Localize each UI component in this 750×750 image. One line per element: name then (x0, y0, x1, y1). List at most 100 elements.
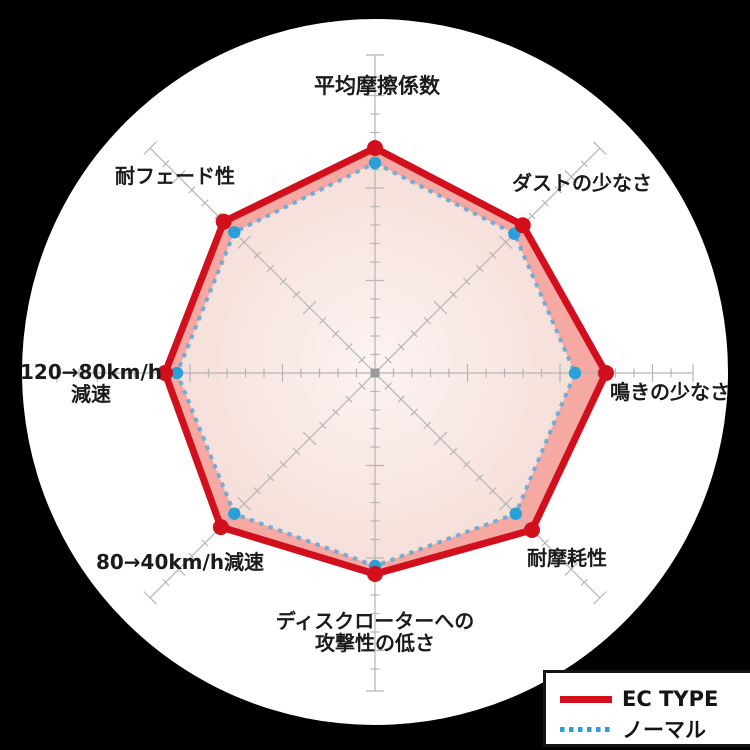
ec-vertex-dot (514, 217, 531, 234)
axis-tick (279, 460, 288, 469)
chart-layer (56, 54, 694, 692)
axis-tick (489, 487, 497, 495)
axis-label-text: 攻撃性の低さ (314, 631, 435, 655)
axis-label-80-40-deceleration: 80→40km/h減速 (96, 551, 264, 573)
normal-area (177, 163, 575, 566)
axis-tick (358, 356, 366, 364)
axis-tick (188, 186, 196, 194)
axis-tick (397, 395, 405, 403)
axis-tick (580, 160, 588, 168)
axis-tick (554, 186, 562, 194)
axis-tick (266, 264, 274, 272)
normal-vertex-dot (568, 366, 582, 380)
normal-vertex-dot (228, 226, 241, 239)
legend-swatch-ec-type-line (560, 695, 612, 703)
axis-end-tick (143, 591, 157, 605)
axis-label-text: ディスクローターへの (275, 609, 475, 633)
axis-label-text: ダストの少なさ (512, 171, 652, 195)
axis-tick (580, 578, 588, 586)
axis-tick (541, 199, 549, 207)
axis-tick (162, 160, 170, 168)
axis-label-mean-friction-coefficient: 平均摩擦係数 (314, 75, 440, 97)
axis-spoke (149, 147, 376, 374)
axis-tick (201, 539, 209, 547)
axis-tick (201, 199, 209, 207)
axis-tick (237, 497, 251, 511)
axis-tick (171, 562, 186, 577)
axis-label-text: 平均摩擦係数 (314, 74, 440, 98)
axis-tick (423, 317, 431, 325)
axis-tick (188, 552, 196, 560)
axis-tick (499, 235, 513, 249)
axis-tick (554, 552, 562, 560)
ec-vertex-dot (212, 519, 229, 536)
axis-tick (214, 212, 222, 220)
axis-end-tick (593, 141, 607, 155)
axis-tick (302, 431, 317, 446)
legend-label-normal: ノーマル (622, 718, 706, 742)
axis-label-low-dust: ダストの少なさ (512, 172, 652, 194)
axis-tick (302, 300, 317, 315)
axis-label-text: 耐摩耗性 (527, 546, 607, 570)
axis-label-text: 耐フェード性 (115, 164, 235, 188)
axis-tick (499, 497, 513, 511)
normal-vertex-dot (170, 366, 184, 380)
axis-label-wear-resistance: 耐摩耗性 (527, 547, 607, 569)
legend-item-normal: ノーマル (560, 714, 750, 744)
axis-tick (410, 408, 418, 416)
legend: EC TYPE ノーマル (543, 670, 750, 747)
ec-vertex-dot (523, 521, 540, 538)
axis-spoke (374, 147, 601, 374)
axis-tick (433, 431, 448, 446)
axis-tick (292, 290, 301, 299)
axis-tick (476, 264, 484, 272)
axis-tick (564, 169, 579, 184)
axis-tick (171, 169, 186, 184)
axis-label-low-rotor-attack: ディスクローターへの 攻撃性の低さ (276, 610, 475, 654)
axis-label-120-80-deceleration: 120→80km/h 減速 (20, 361, 162, 405)
axis-tick (449, 447, 458, 456)
axis-tick (266, 474, 274, 482)
axis-label-text: 120→80km/h (19, 360, 163, 384)
axis-tick (476, 474, 484, 482)
normal-vertex-dot (368, 156, 382, 170)
axis-tick (279, 277, 288, 286)
axis-spoke (374, 372, 601, 599)
axis-end-tick (143, 141, 157, 155)
axis-tick (292, 447, 301, 456)
ec-vertex-dot (598, 365, 614, 381)
axis-tick (528, 212, 536, 220)
ec-vertex-dot (157, 365, 173, 381)
axis-tick (319, 317, 327, 325)
axis-tick (449, 290, 458, 299)
axis-label-text: 80→40km/h減速 (95, 550, 265, 574)
axis-tick (462, 277, 471, 286)
axis-tick (423, 421, 431, 429)
axis-tick (162, 578, 170, 586)
axis-tick (489, 251, 497, 259)
axis-label-text: 減速 (71, 382, 111, 406)
legend-swatch-normal-dotted (560, 726, 612, 732)
axis-tick (332, 408, 340, 416)
axis-tick (433, 300, 448, 315)
axis-end-tick (593, 591, 607, 605)
axis-tick (397, 343, 405, 351)
ec-vertex-dot (367, 566, 383, 582)
legend-label-ec-type: EC TYPE (622, 687, 719, 711)
axis-tick (462, 460, 471, 469)
axis-tick (345, 343, 353, 351)
axis-label-fade-resistance: 耐フェード性 (115, 165, 235, 187)
axis-tick (541, 539, 549, 547)
axis-label-text: 鳴きの少なさ (610, 380, 730, 404)
normal-vertex-dot (509, 507, 522, 520)
axis-tick (319, 421, 327, 429)
axis-tick (358, 382, 366, 390)
axis-tick (345, 395, 353, 403)
axis-tick (253, 251, 261, 259)
axis-label-low-squeal: 鳴きの少なさ (610, 381, 730, 403)
axis-tick (237, 235, 251, 249)
axis-tick (384, 382, 392, 390)
axis-tick (410, 330, 418, 338)
